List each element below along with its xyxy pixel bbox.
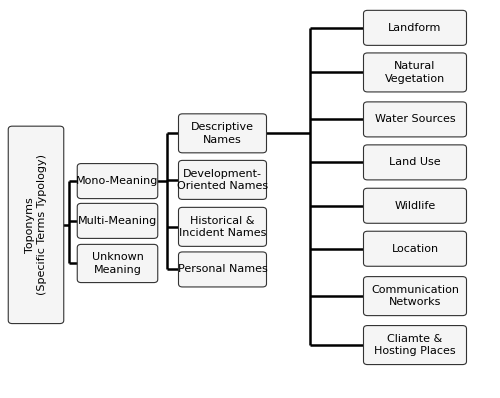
Text: Development-
Oriented Names: Development- Oriented Names xyxy=(177,169,268,191)
Text: Location: Location xyxy=(392,244,438,254)
FancyBboxPatch shape xyxy=(364,10,467,45)
FancyBboxPatch shape xyxy=(178,160,266,199)
FancyBboxPatch shape xyxy=(364,53,467,92)
FancyBboxPatch shape xyxy=(364,326,467,365)
Text: Natural
Vegetation: Natural Vegetation xyxy=(385,61,445,84)
Text: Historical &
Incident Names: Historical & Incident Names xyxy=(179,216,266,238)
FancyBboxPatch shape xyxy=(364,102,467,137)
Text: Water Sources: Water Sources xyxy=(374,114,456,125)
FancyBboxPatch shape xyxy=(178,207,266,246)
Text: Mono-Meaning: Mono-Meaning xyxy=(76,176,158,186)
Text: Wildlife: Wildlife xyxy=(394,201,436,211)
Text: Landform: Landform xyxy=(388,23,442,33)
FancyBboxPatch shape xyxy=(364,145,467,180)
FancyBboxPatch shape xyxy=(178,252,266,287)
FancyBboxPatch shape xyxy=(8,126,64,324)
Text: Land Use: Land Use xyxy=(389,157,441,168)
FancyBboxPatch shape xyxy=(364,231,467,266)
Text: Descriptive
Names: Descriptive Names xyxy=(191,122,254,144)
Text: Cliamte &
Hosting Places: Cliamte & Hosting Places xyxy=(374,334,456,356)
Text: Communication
Networks: Communication Networks xyxy=(371,285,459,307)
FancyBboxPatch shape xyxy=(364,188,467,223)
FancyBboxPatch shape xyxy=(77,203,158,238)
Text: Multi-Meaning: Multi-Meaning xyxy=(78,216,157,226)
Text: Personal Names: Personal Names xyxy=(178,264,268,275)
Text: Toponyms
(Specific Terms Typology): Toponyms (Specific Terms Typology) xyxy=(25,154,47,295)
FancyBboxPatch shape xyxy=(77,244,158,283)
Text: Unknown
Meaning: Unknown Meaning xyxy=(92,252,144,275)
FancyBboxPatch shape xyxy=(178,114,266,153)
FancyBboxPatch shape xyxy=(77,164,158,199)
FancyBboxPatch shape xyxy=(364,277,467,316)
